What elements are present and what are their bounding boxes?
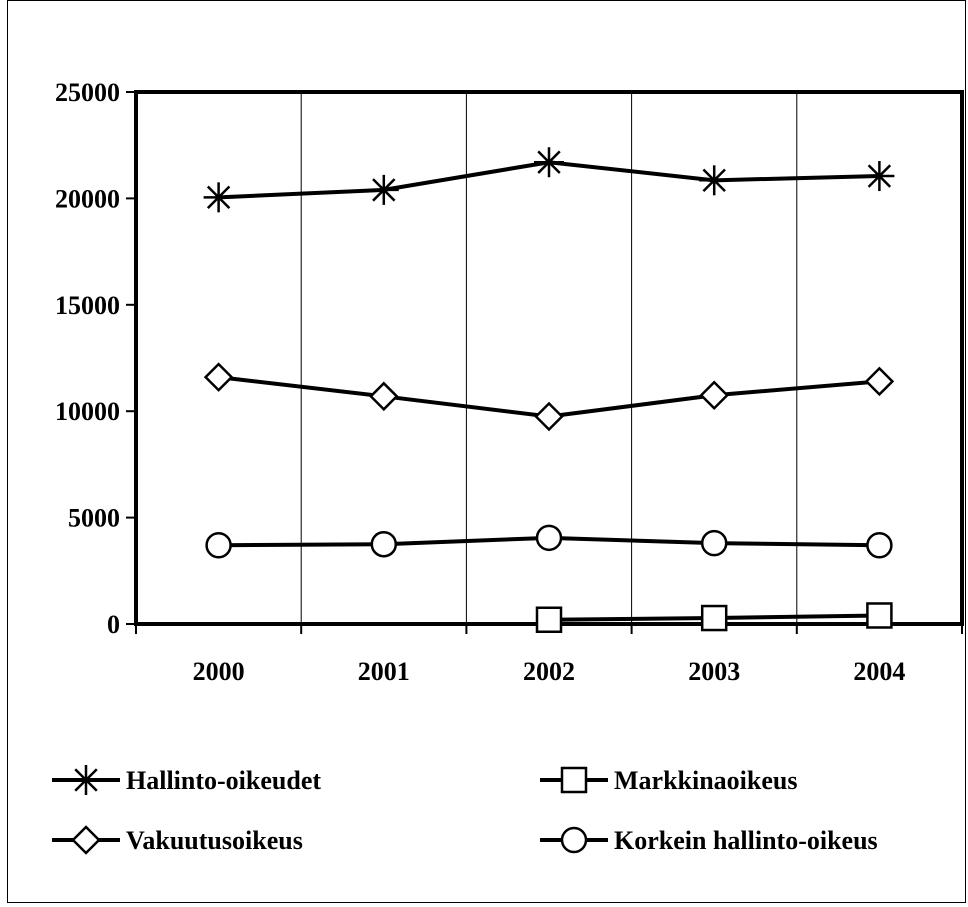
data-point-circle xyxy=(535,524,563,552)
data-point-square xyxy=(866,602,893,629)
data-point-star xyxy=(699,165,730,196)
y-tick-label: 0 xyxy=(107,610,120,639)
legend-label: Vakuutusoikeus xyxy=(126,826,303,855)
data-point-diamond xyxy=(864,366,895,397)
legend-label: Markkinaoikeus xyxy=(614,766,798,795)
grid-lines xyxy=(300,92,798,624)
data-point-star xyxy=(534,147,564,178)
series-korkein-hallinto-oikeus xyxy=(205,524,893,559)
data-point-circle xyxy=(866,532,893,559)
data-point-star xyxy=(203,182,234,213)
x-tick-label: 2002 xyxy=(523,657,575,686)
series-markkinaoikeus xyxy=(535,602,893,633)
y-tick-label: 25000 xyxy=(55,78,120,107)
data-point-square xyxy=(700,604,728,632)
data-point-diamond xyxy=(699,380,729,411)
data-point-diamond xyxy=(369,381,399,412)
x-tick-label: 2003 xyxy=(688,657,740,686)
data-point-star xyxy=(71,765,101,795)
y-tick-label: 15000 xyxy=(55,291,120,320)
x-tick-label: 2000 xyxy=(193,657,245,686)
chart-frame xyxy=(7,0,966,903)
y-tick-label: 10000 xyxy=(55,397,120,426)
legend-item: Markkinaoikeus xyxy=(540,766,798,795)
y-tick-label: 20000 xyxy=(55,184,120,213)
legend-item: Hallinto-oikeudet xyxy=(52,765,321,795)
data-point-circle xyxy=(700,529,728,557)
data-point-diamond xyxy=(203,362,234,392)
x-tick-label: 2004 xyxy=(853,657,905,686)
data-point-square xyxy=(560,766,588,794)
data-point-square xyxy=(535,606,563,633)
series-vakuutusoikeus xyxy=(203,362,895,432)
legend-label: Hallinto-oikeudet xyxy=(126,766,321,795)
y-tick-label: 5000 xyxy=(68,504,120,533)
axes: 0 5000 10000 15000 20000 25000 2000 2001 2002 200… xyxy=(55,78,964,686)
data-point-star xyxy=(864,161,895,192)
series-lines xyxy=(203,147,895,633)
legend-label: Korkein hallinto-oikeus xyxy=(614,826,878,855)
x-tick-label: 2001 xyxy=(358,657,410,686)
data-point-star xyxy=(368,174,399,205)
data-point-diamond xyxy=(534,401,564,432)
legend-item: Vakuutusoikeus xyxy=(52,825,303,855)
data-point-diamond xyxy=(71,825,101,855)
legend: Hallinto-oikeudet Markkinaoikeus Vakuutuso… xyxy=(52,765,878,855)
series-hallinto-oikeudet xyxy=(203,147,895,213)
data-point-circle xyxy=(370,530,398,558)
data-point-circle xyxy=(560,826,588,854)
legend-item: Korkein hallinto-oikeus xyxy=(540,826,878,855)
data-point-circle xyxy=(205,532,232,559)
